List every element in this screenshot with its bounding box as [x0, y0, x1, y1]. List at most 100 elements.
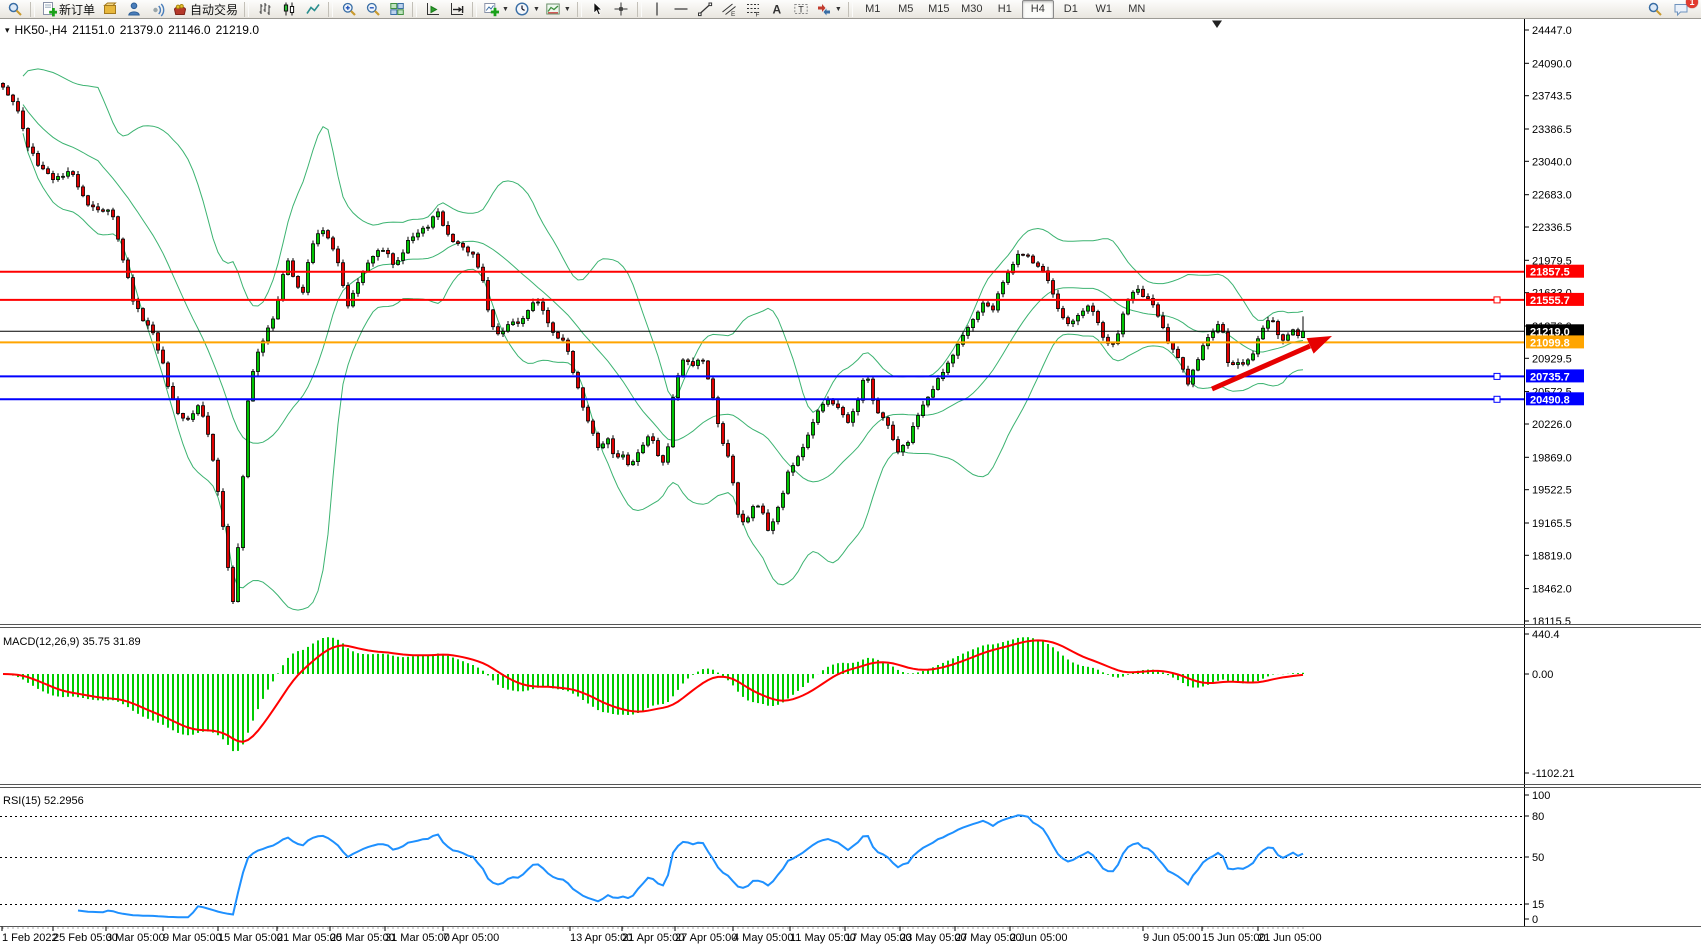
price-tick-label: 23743.5 — [1532, 91, 1572, 103]
price-tick-label: 19869.0 — [1532, 452, 1572, 464]
time-tick-label: 27 May 05:00 — [955, 932, 1022, 944]
text-label-tool-button[interactable]: T — [790, 0, 813, 19]
chevron-down-icon: ▼ — [834, 5, 842, 13]
time-tick-label: 15 Jun 05:00 — [1202, 932, 1266, 944]
price-tick-label: 24090.0 — [1532, 58, 1572, 70]
periods-button[interactable]: ▼ — [512, 0, 542, 19]
macd-axis-label: 440.4 — [1532, 629, 1560, 641]
templates-button[interactable]: ▼ — [543, 0, 573, 19]
zoom-in-button[interactable] — [337, 0, 360, 19]
rsi-axis-label: 80 — [1532, 811, 1544, 823]
rsi-axis-label: 100 — [1532, 790, 1550, 802]
bar-chart-button[interactable] — [253, 0, 276, 19]
price-tick-label: 18115.5 — [1532, 616, 1571, 628]
tile-windows-button[interactable] — [385, 0, 408, 19]
price-level-label-box — [1526, 369, 1584, 383]
price-level-label: 21857.5 — [1530, 267, 1570, 279]
navigator-button[interactable] — [122, 0, 145, 19]
new-order-button[interactable]: 新订单 — [39, 0, 97, 19]
timeframe-m30-button[interactable]: M30 — [961, 3, 983, 15]
arrows-tool-button[interactable]: ▼ — [814, 0, 844, 19]
trendline-tool-button[interactable] — [694, 0, 717, 19]
market-watch-icon — [102, 2, 117, 14]
zoom-out-button[interactable] — [361, 0, 384, 19]
timeframe-m15-button[interactable]: M15 — [928, 3, 950, 15]
trend-arrow-head[interactable] — [1306, 336, 1332, 354]
time-tick-label: 15 Mar 05:00 — [218, 932, 283, 944]
search-button[interactable] — [3, 0, 26, 19]
time-tick-label: 25 Feb 05:00 — [53, 932, 118, 944]
chart-shift-marker-icon[interactable] — [1212, 20, 1222, 29]
cursor-tool-button[interactable] — [586, 0, 609, 19]
toolbar-separator — [847, 1, 853, 17]
add-indicator-button[interactable]: ▼ — [481, 0, 511, 19]
price-level-label-box — [1526, 335, 1584, 349]
bollinger-middle-band — [22, 104, 1304, 483]
autotrading-button[interactable]: 自动交易 — [170, 0, 240, 19]
price-tick-label: 19165.5 — [1532, 518, 1572, 530]
horizontal-line-tool-button[interactable] — [670, 0, 693, 19]
level-anchor-icon[interactable] — [1493, 372, 1501, 380]
crosshair-tool-button[interactable] — [610, 0, 633, 19]
horizontal-line-icon — [674, 8, 688, 10]
fibonacci-tool-button[interactable]: F — [742, 0, 765, 19]
toolbar-separator — [472, 1, 478, 17]
autotrading-label: 自动交易 — [190, 2, 239, 17]
timeframe-h1-button[interactable]: H1 — [997, 3, 1012, 15]
price-level-label: 21555.7 — [1530, 295, 1570, 307]
timeframe-d1-button[interactable]: D1 — [1063, 3, 1078, 15]
time-tick-label: 21 Apr 05:00 — [622, 932, 684, 944]
autotrading-icon — [174, 3, 187, 15]
macd-axis-label: -1102.21 — [1532, 768, 1575, 780]
price-tick-label: 18462.0 — [1532, 584, 1572, 596]
market-watch-button[interactable] — [98, 0, 121, 19]
timeframe-m5-button[interactable]: M5 — [898, 3, 914, 15]
signal-button[interactable] — [146, 0, 169, 19]
channel-tool-button[interactable]: E — [718, 0, 741, 19]
time-tick-label: 21 Mar 05:00 — [277, 932, 342, 944]
text-tool-button[interactable]: A — [766, 0, 789, 19]
notification-badge: 1 — [1686, 0, 1698, 8]
chevron-down-icon: ▼ — [532, 5, 540, 13]
price-tick-label: 20226.0 — [1532, 419, 1572, 431]
timeframe-mn-button[interactable]: MN — [1128, 3, 1146, 15]
level-anchor-icon[interactable] — [1493, 395, 1501, 403]
line-chart-button[interactable] — [301, 0, 324, 19]
auto-scroll-icon — [450, 3, 463, 15]
price-tick-label: 20929.5 — [1532, 353, 1572, 365]
trend-arrow[interactable] — [1210, 343, 1312, 392]
bollinger-upper-band — [22, 68, 1304, 413]
macd-indicator-label: MACD(12,26,9) 35.75 31.89 — [3, 636, 141, 648]
clock-icon — [515, 2, 529, 16]
one-click-trading-expander-icon[interactable]: ▾ — [5, 24, 10, 35]
price-tick-label: 24447.0 — [1532, 25, 1572, 37]
signal-icon — [152, 3, 164, 17]
time-tick-label: 1 Feb 2022 — [2, 932, 58, 944]
svg-text:F: F — [756, 12, 760, 18]
vertical-line-tool-button[interactable] — [646, 0, 669, 19]
timeframe-m1-button[interactable]: M1 — [865, 3, 881, 15]
timeframe-w1-button[interactable]: W1 — [1095, 3, 1113, 15]
timeframe-h4-button[interactable]: H4 — [1021, 0, 1054, 19]
price-tick-label: 22336.5 — [1532, 222, 1572, 234]
chevron-down-icon: ▼ — [502, 5, 509, 13]
new-order-icon — [43, 2, 57, 17]
macd-signal-line — [2, 639, 1304, 743]
time-tick-label: 17 May 05:00 — [845, 932, 912, 944]
notifications-button[interactable]: 1 — [1669, 0, 1698, 19]
rsi-axis-label: 0 — [1532, 914, 1538, 926]
toolbar-separator — [328, 1, 334, 17]
level-anchor-icon[interactable] — [1493, 296, 1501, 304]
price-tick-label: 23040.0 — [1532, 156, 1572, 168]
candlestick-chart-button[interactable] — [277, 0, 300, 19]
auto-scroll-button[interactable] — [445, 0, 468, 19]
macd-axis-label: 0.00 — [1532, 669, 1553, 681]
bar-high-value: 21379.0 — [119, 23, 164, 37]
chart-shift-button[interactable] — [421, 0, 444, 19]
search-button-right[interactable] — [1643, 0, 1666, 19]
cursor-icon — [593, 1, 603, 16]
rsi-indicator-label: RSI(15) 52.2956 — [3, 795, 84, 807]
